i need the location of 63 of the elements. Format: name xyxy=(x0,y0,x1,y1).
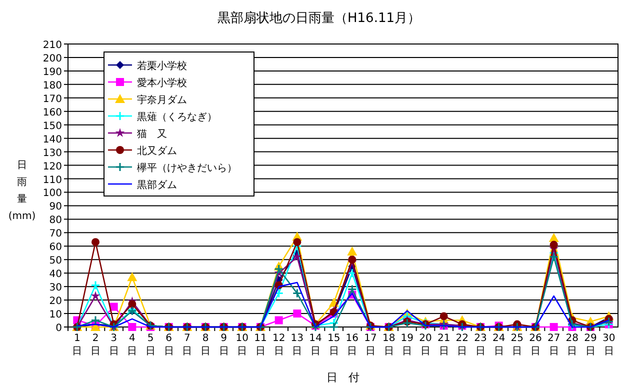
y-tick-label: 80 xyxy=(49,215,62,226)
x-tick-label: 6日 xyxy=(164,333,174,357)
x-axis-title: 日 付 xyxy=(326,371,360,384)
legend-label: 北又ダム xyxy=(137,145,177,157)
x-tick-label: 16日 xyxy=(346,333,359,357)
legend-label: 宇奈月ダム xyxy=(137,94,187,106)
x-tick-label: 26日 xyxy=(529,333,542,357)
y-axis-title: 日雨量(mm) xyxy=(8,160,36,222)
legend-label: 愛本小学校 xyxy=(137,77,187,89)
y-tick-label: 20 xyxy=(49,296,62,308)
y-tick-label: 170 xyxy=(42,94,62,105)
x-tick-label: 29日 xyxy=(584,333,597,357)
x-tick-label: 19日 xyxy=(400,333,414,357)
x-tick-label: 13日 xyxy=(290,333,304,357)
y-tick-label: 130 xyxy=(42,148,62,159)
x-tick-label: 22日 xyxy=(456,333,469,357)
y-tick-label: 0 xyxy=(56,323,62,334)
x-tick-label: 23日 xyxy=(474,333,487,357)
x-tick-label: 11日 xyxy=(254,333,267,357)
x-tick-label: 27日 xyxy=(547,333,560,357)
x-tick-label: 9日 xyxy=(218,333,229,357)
x-tick-label: 5日 xyxy=(146,333,156,357)
y-tick-label: 40 xyxy=(49,269,62,280)
x-tick-label: 4日 xyxy=(127,333,138,357)
x-tick-label: 17日 xyxy=(364,333,377,357)
chart-title: 黒部扇状地の日雨量（H16.11月） xyxy=(218,10,420,26)
legend-label: 若栗小学校 xyxy=(137,60,187,72)
legend-label: 猫 又 xyxy=(137,129,167,140)
x-tick-label: 25日 xyxy=(510,333,524,357)
x-tick-label: 8日 xyxy=(200,333,210,357)
x-tick-label: 24日 xyxy=(492,333,506,357)
y-tick-label: 100 xyxy=(42,188,62,200)
x-tick-label: 14日 xyxy=(309,333,322,357)
y-tick-label: 120 xyxy=(42,161,62,172)
legend-label: 欅平（けやきだいら） xyxy=(137,162,237,174)
y-tick-label: 50 xyxy=(49,256,62,267)
x-tick-label: 3日 xyxy=(108,333,119,357)
y-tick-label: 200 xyxy=(42,53,62,64)
x-tick-label: 15日 xyxy=(327,333,340,357)
x-tick-label: 20日 xyxy=(419,333,432,357)
y-tick-label: 30 xyxy=(49,282,62,294)
x-tick-label: 1日 xyxy=(72,333,82,357)
y-tick-label: 70 xyxy=(49,228,62,240)
y-tick-label: 210 xyxy=(42,40,62,51)
y-tick-label: 60 xyxy=(49,242,62,254)
x-tick-label: 28日 xyxy=(566,333,579,357)
x-tick-label: 2日 xyxy=(90,333,100,357)
x-tick-label: 7日 xyxy=(182,333,192,357)
legend-label: 黒薙（くろなぎ） xyxy=(137,111,217,123)
y-tick-label: 180 xyxy=(42,80,62,92)
y-tick-label: 190 xyxy=(42,66,62,78)
y-tick-label: 110 xyxy=(42,174,62,186)
x-tick-label: 30日 xyxy=(602,333,616,357)
y-tick-label: 150 xyxy=(42,120,62,132)
x-tick-label: 10日 xyxy=(236,333,249,357)
y-tick-label: 160 xyxy=(42,107,62,118)
y-tick-label: 10 xyxy=(49,310,62,321)
x-tick-label: 12日 xyxy=(272,333,286,357)
y-tick-label: 90 xyxy=(49,202,62,213)
x-tick-label: 21日 xyxy=(437,333,450,357)
legend-label: 黒部ダム xyxy=(137,179,177,191)
y-tick-label: 140 xyxy=(42,134,62,146)
x-tick-label: 18日 xyxy=(382,333,396,357)
